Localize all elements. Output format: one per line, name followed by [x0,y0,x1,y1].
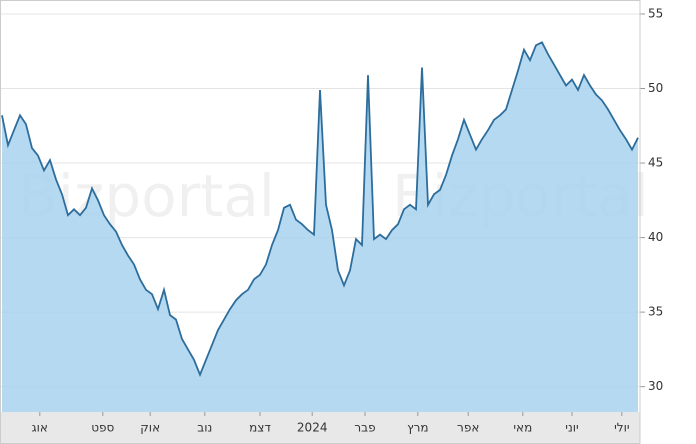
x-tick-label: ספט [91,421,114,435]
y-tick-label: 35 [648,305,663,319]
y-tick-label: 50 [648,81,663,95]
y-tick-label: 40 [648,230,663,244]
x-tick-label: מאי [513,421,532,435]
y-tick-label: 30 [648,379,663,393]
x-tick-label: אוק [140,421,160,435]
x-tick-label: יוני [565,421,578,435]
y-tick-label: 55 [648,6,663,20]
x-tick-label: אוג [32,421,48,435]
x-tick-label: 2024 [297,421,328,435]
x-axis-band [0,412,640,444]
x-tick-label: נוב [197,421,212,435]
line [1,41,639,378]
x-tick-label: פבר [354,421,375,435]
x-tick-label: מרץ [407,421,428,435]
x-tick-label: יולי [614,421,629,435]
area [2,42,638,413]
y-tick-label: 45 [648,156,663,170]
x-tick-label: אפר [457,421,479,435]
x-tick-label: דצמ [249,421,271,435]
